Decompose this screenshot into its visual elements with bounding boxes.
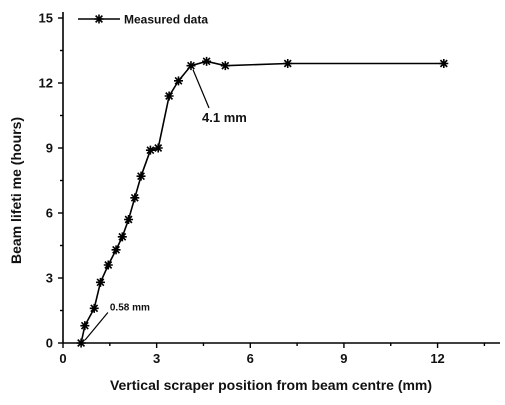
x-tick-label: 6	[247, 351, 254, 366]
data-point	[89, 303, 99, 313]
data-point	[145, 145, 155, 155]
y-tick-label: 3	[46, 271, 53, 286]
data-point	[202, 56, 212, 66]
data-point	[103, 260, 113, 270]
data-point	[136, 171, 146, 181]
data-point	[76, 338, 86, 348]
y-tick-label: 9	[46, 141, 53, 156]
x-tick-label: 9	[340, 351, 347, 366]
data-point	[95, 277, 105, 287]
data-point	[220, 61, 230, 71]
y-tick-label: 6	[46, 206, 53, 221]
data-point	[164, 91, 174, 101]
y-tick-label: 0	[46, 336, 53, 351]
annotation-label: 4.1 mm	[202, 110, 247, 125]
data-point	[111, 245, 121, 255]
data-point	[439, 59, 449, 68]
data-point	[173, 76, 183, 86]
annotation-label: 0.58 mm	[110, 303, 150, 314]
y-axis-title: Beam lifeti me (hours)	[8, 117, 24, 264]
legend-label: Measured data	[124, 13, 208, 27]
data-point	[283, 59, 293, 68]
data-point	[124, 215, 134, 224]
y-tick-label: 12	[39, 76, 53, 91]
x-tick-label: 0	[59, 351, 66, 366]
x-axis-title: Vertical scraper position from beam cent…	[110, 377, 432, 393]
data-point	[186, 61, 196, 71]
ticks: 0 3 6 9 12 0 3 6 9 12 15	[39, 11, 486, 366]
x-tick-label: 3	[153, 351, 160, 366]
legend-marker	[94, 14, 104, 24]
annotations: 0.58 mm 4.1 mm	[84, 69, 247, 341]
legend: Measured data	[78, 13, 208, 27]
data-point	[130, 193, 140, 203]
x-tick-label: 12	[430, 351, 444, 366]
series	[76, 56, 449, 348]
y-tick-label: 15	[39, 11, 53, 26]
annotation-arrow	[84, 312, 109, 341]
data-point	[117, 232, 127, 242]
data-point	[80, 321, 90, 331]
annotation-arrow	[192, 69, 210, 109]
data-point	[153, 143, 163, 153]
axes	[62, 12, 500, 344]
